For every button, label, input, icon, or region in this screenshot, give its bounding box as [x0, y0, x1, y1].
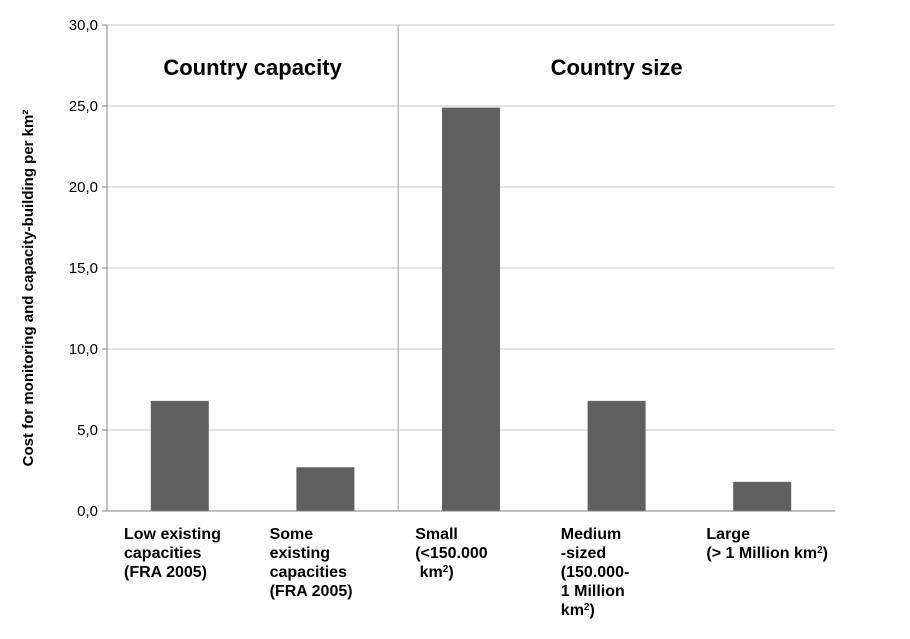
bar	[587, 400, 646, 511]
section-labels: Country capacity Country size	[163, 55, 682, 80]
section-label: Country capacity	[163, 55, 342, 80]
y-tick-label: 0,0	[77, 503, 98, 520]
y-tick-label: 5,0	[77, 422, 98, 439]
section-label: Country size	[551, 55, 683, 80]
x-tick-label: Low existing capacities (FRA 2005)	[124, 526, 221, 581]
category-labels: Low existing capacities (FRA 2005) Some exis…	[124, 526, 828, 619]
y-tick-label: 10,0	[69, 341, 98, 358]
bar	[296, 467, 355, 511]
x-tick-label: Medium -sized (150.000-1 Million km2)	[561, 526, 630, 619]
y-tick-label: 30,0	[69, 17, 98, 34]
x-tick-label: Small (<150.000 km2)	[415, 526, 488, 581]
y-tick-label: 20,0	[69, 179, 98, 196]
y-tick-labels: 0,0 5,0 10,0 15,0 20,0 25,0 30,0	[69, 17, 98, 520]
y-axis-label: Cost for monitoring and capacity-buildin…	[20, 110, 37, 467]
y-tick-label: 15,0	[69, 260, 98, 277]
axes	[106, 25, 835, 512]
x-tick-label: Large (> 1 Million km2)	[706, 526, 828, 562]
x-tick-label: Some existing capacities (FRA 2005)	[270, 526, 353, 600]
bars	[150, 107, 792, 512]
bar	[150, 400, 209, 511]
bar	[733, 481, 792, 511]
y-tick-label: 25,0	[69, 98, 98, 115]
bar	[442, 107, 500, 512]
